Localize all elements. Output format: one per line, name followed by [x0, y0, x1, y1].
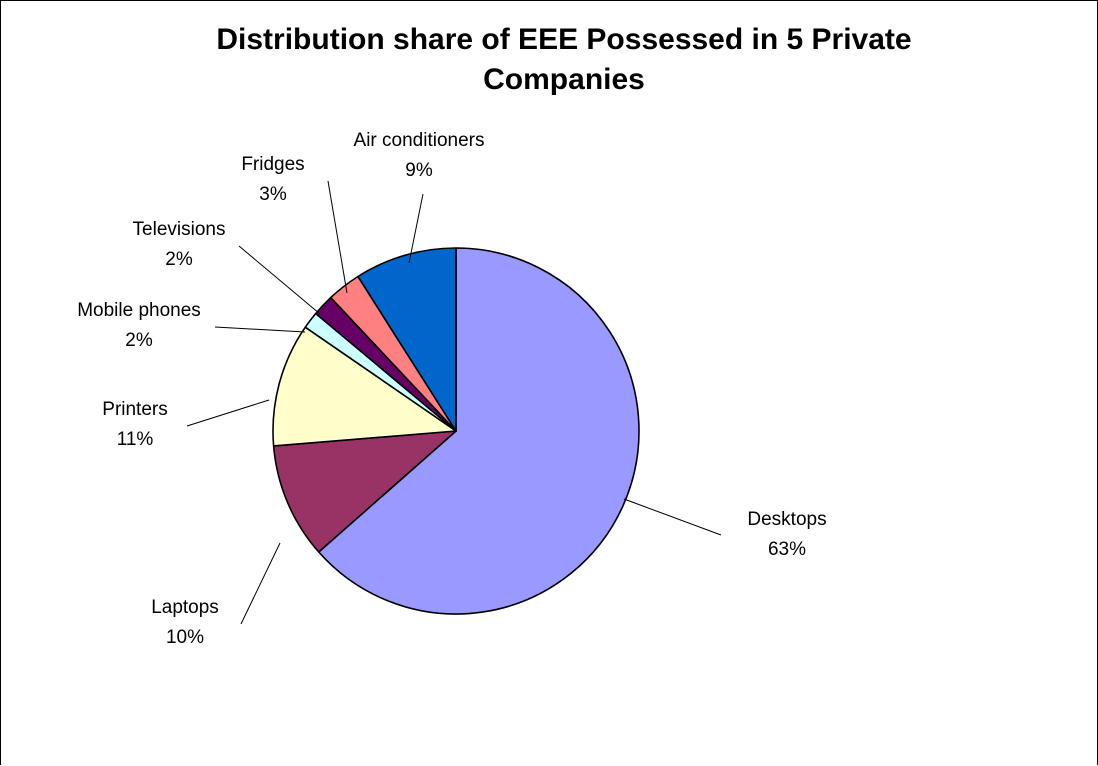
leader-line-laptops — [240, 542, 281, 625]
slice-label-air-conditioners: Air conditioners — [354, 130, 485, 151]
slice-label-printers: Printers — [102, 399, 167, 420]
slice-value-air-conditioners: 9% — [405, 160, 433, 181]
pie-slice-laptops — [272, 430, 457, 553]
slice-label-fridges: Fridges — [241, 154, 304, 175]
leader-line-desktops — [623, 498, 722, 536]
slice-value-fridges: 3% — [259, 184, 287, 205]
pie-slice-desktops — [317, 247, 640, 615]
slice-value-desktops: 63% — [768, 539, 806, 560]
slice-value-printers: 11% — [117, 429, 154, 450]
leader-lines — [186, 180, 722, 625]
pie-slices — [272, 247, 640, 615]
slice-labels: Desktops 63% Laptops 10% Printers 11% Mobile p… — [77, 130, 826, 648]
slice-value-televisions: 2% — [165, 249, 193, 270]
slice-value-mobile-phones: 2% — [125, 330, 153, 351]
pie-slice-air-conditioners — [357, 247, 457, 432]
pie-slice-printers — [272, 326, 457, 447]
chart-title-line-1: Distribution share of EEE Possessed in 5… — [216, 23, 911, 56]
leader-line-mobile-phones — [214, 326, 306, 333]
slice-value-laptops: 10% — [166, 627, 204, 648]
slice-label-mobile-phones: Mobile phones — [77, 300, 201, 321]
slice-label-desktops: Desktops — [747, 509, 826, 530]
slice-label-televisions: Televisions — [133, 219, 226, 240]
leader-line-air-conditioners — [408, 193, 424, 264]
leader-line-printers — [186, 399, 270, 427]
chart-title-line-2: Companies — [483, 63, 645, 96]
leader-line-fridges — [327, 180, 348, 294]
leader-line-televisions — [238, 245, 321, 315]
slice-label-laptops: Laptops — [151, 597, 219, 618]
